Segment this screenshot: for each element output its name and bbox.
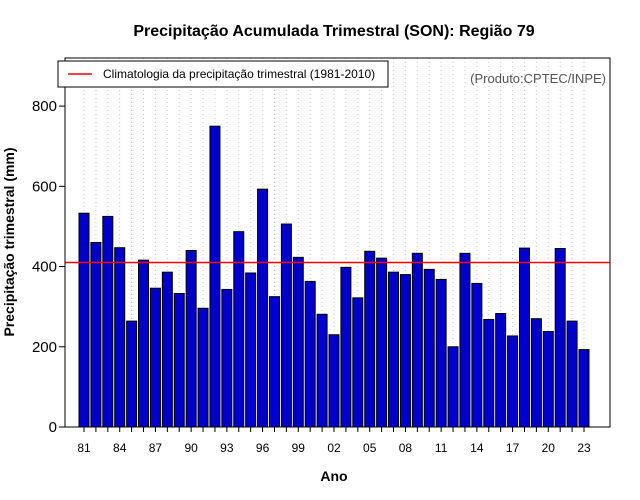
y-tick-label: 0 (49, 419, 57, 436)
x-tick-label: 81 (77, 441, 91, 455)
bar-2010 (423, 268, 435, 428)
plot-frame (64, 57, 611, 428)
bar-2019 (530, 318, 542, 428)
bar-1993 (221, 288, 233, 428)
credit-text: (Produto:CPTEC/INPE) (470, 71, 606, 86)
y-tick-label: 200 (32, 339, 57, 356)
y-axis: 0 200 400 600 800 (32, 98, 65, 436)
bar-1995 (245, 272, 257, 428)
bar-2005 (364, 250, 376, 428)
bar-2022 (566, 320, 578, 428)
x-tick-label: 20 (542, 441, 556, 455)
bar-2000 (304, 280, 316, 428)
bar-2016 (495, 312, 507, 428)
bar-1999 (292, 256, 304, 428)
legend-label: Climatologia da precipitação trimestral … (103, 67, 375, 81)
bar-2015 (483, 319, 495, 428)
chart-title: Precipitação Acumulada Trimestral (SON):… (133, 23, 534, 40)
bar-1981 (78, 212, 90, 428)
y-tick-label: 400 (32, 259, 57, 276)
bar-2006 (376, 257, 388, 428)
bar-2007 (388, 271, 400, 428)
x-axis: 81 84 87 90 93 96 99 02 05 08 11 14 17 20 23 (77, 427, 591, 455)
bar-1987 (149, 287, 161, 428)
x-tick-label: 05 (363, 441, 377, 455)
bar-1982 (90, 242, 102, 428)
bar-1997 (268, 296, 280, 428)
bar-1986 (138, 259, 150, 428)
x-tick-label: 14 (470, 441, 484, 455)
bar-1983 (102, 215, 114, 428)
bar-1996 (257, 188, 269, 428)
bar-2014 (471, 282, 483, 428)
x-tick-label: 99 (292, 441, 306, 455)
bar-2017 (507, 335, 519, 428)
bar-2002 (328, 334, 340, 428)
bar-2023 (578, 349, 590, 428)
bar-1990 (185, 250, 197, 428)
bar-1984 (114, 247, 126, 428)
x-tick-label: 23 (577, 441, 591, 455)
bar-1991 (197, 307, 209, 428)
x-tick-label: 08 (399, 441, 413, 455)
x-tick-label: 90 (184, 441, 198, 455)
bar-2018 (518, 247, 530, 428)
x-tick-label: 93 (220, 441, 234, 455)
x-axis-label: Ano (320, 468, 347, 484)
bar-1989 (173, 292, 185, 428)
legend: Climatologia da precipitação trimestral … (57, 60, 389, 88)
bar-1988 (161, 271, 173, 428)
bar-2020 (542, 331, 554, 428)
bar-2011 (435, 278, 447, 428)
x-tick-label: 87 (149, 441, 163, 455)
x-tick-label: 84 (113, 441, 127, 455)
x-tick-label: 11 (435, 441, 448, 455)
bar-1985 (126, 320, 138, 428)
x-tick-label: 02 (327, 441, 341, 455)
bar-2012 (447, 346, 459, 428)
x-tick-label: 17 (506, 441, 520, 455)
bars (78, 125, 590, 428)
x-tick-label: 96 (256, 441, 270, 455)
y-axis-label: Precipitação trimestral (mm) (1, 147, 17, 336)
bar-2003 (340, 266, 352, 428)
y-tick-label: 800 (32, 98, 57, 115)
bar-2004 (352, 297, 364, 428)
bar-2009 (411, 252, 423, 428)
bar-1992 (209, 125, 221, 428)
bar-1998 (280, 223, 292, 428)
bar-2008 (399, 274, 411, 428)
bar-2001 (316, 313, 328, 428)
bar-2013 (459, 252, 471, 428)
bar-2021 (554, 248, 566, 428)
legend-box (57, 60, 389, 88)
y-tick-label: 600 (32, 178, 57, 195)
bar-1994 (233, 231, 245, 428)
